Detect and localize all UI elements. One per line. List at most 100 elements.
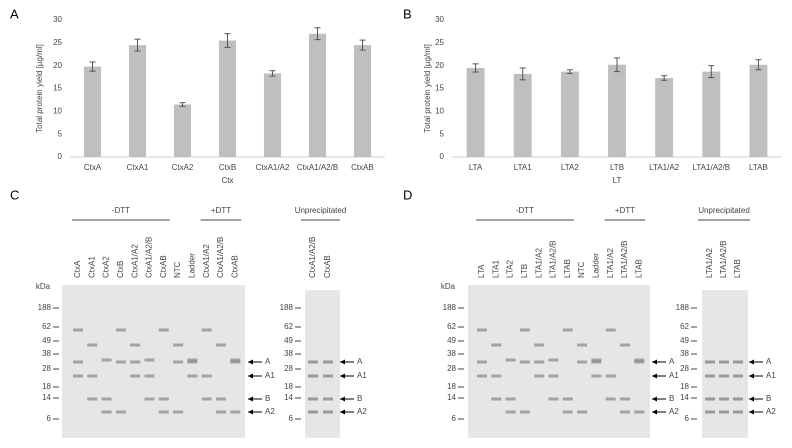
gel-band — [187, 374, 198, 378]
lane-label: CtxA1/A2 — [130, 244, 139, 278]
gel-band — [577, 410, 588, 414]
gel-band — [519, 328, 530, 332]
y-tick-label: 0 — [58, 152, 63, 161]
x-tick-label: LTA1 — [514, 163, 532, 172]
group-label: Unprecipitated — [698, 206, 750, 215]
marker-label: 38 — [42, 349, 51, 358]
band-arrowhead — [248, 409, 253, 415]
gel-band — [591, 358, 602, 362]
gel-band — [115, 360, 126, 364]
marker-label: 188 — [676, 303, 690, 312]
lane-label: NTC — [577, 261, 586, 278]
x-tick-label: CtxA1/A2/B — [297, 163, 338, 172]
gel-band — [230, 360, 241, 364]
bar — [308, 33, 327, 158]
band-label: B — [357, 394, 362, 403]
lane-label: CtxB — [116, 261, 125, 278]
gel-band — [144, 397, 155, 401]
gel-band — [705, 410, 715, 414]
lane-label: CtxA — [73, 260, 82, 278]
y-tick-label: 5 — [58, 129, 63, 138]
error-bar — [661, 75, 668, 81]
gel-band — [101, 397, 112, 401]
gel-band — [562, 410, 573, 414]
lane-label: CtxA1/A2/B — [308, 237, 317, 278]
group-label: +DTT — [615, 206, 635, 215]
y-tick-label: 20 — [53, 61, 62, 70]
bar — [749, 64, 768, 157]
group-label: Unprecipitated — [295, 206, 347, 215]
gel-band — [308, 374, 318, 378]
marker-label: 49 — [42, 336, 51, 345]
lane-label: Ladder — [592, 253, 601, 278]
gel-band — [605, 374, 616, 378]
band-label: A — [265, 357, 271, 366]
gel-band — [577, 343, 588, 347]
lane-label: LTA1 — [491, 260, 500, 278]
gel-band — [144, 358, 155, 362]
lane-label: CtxA2 — [102, 256, 111, 278]
gel-band — [548, 374, 559, 378]
x-tick-label: LTA2 — [561, 163, 579, 172]
y-tick-label: 25 — [435, 38, 444, 47]
y-tick-label: 15 — [435, 84, 444, 93]
gel-band — [73, 328, 83, 332]
band-label: A — [766, 357, 772, 366]
marker-label: 62 — [447, 322, 456, 331]
gel-band — [73, 374, 83, 378]
gel-band — [491, 397, 502, 401]
y-tick-label: 20 — [435, 61, 444, 70]
band-arrowhead — [749, 409, 754, 415]
x-tick-label: LTB — [610, 163, 624, 172]
gel-band — [719, 410, 729, 414]
kda-label: kDa — [36, 282, 51, 291]
gel-band — [733, 374, 743, 378]
gel-band — [534, 360, 545, 364]
y-axis-label: Total protein yield [µg/ml] — [35, 44, 44, 133]
bar — [83, 66, 102, 157]
marker-label: 49 — [447, 336, 456, 345]
x-axis-label: Ctx — [222, 176, 234, 185]
gel-band — [115, 410, 126, 414]
marker-label: 188 — [443, 303, 457, 312]
marker-label: 62 — [42, 322, 51, 331]
band-arrowhead — [248, 373, 253, 379]
band-label: A2 — [766, 407, 776, 416]
lane-label: LTA1/A2 — [606, 248, 615, 278]
gel-band — [733, 397, 743, 401]
gel-band — [230, 358, 241, 362]
gel-band — [230, 410, 241, 414]
band-label: A2 — [265, 407, 275, 416]
gel-band — [505, 397, 516, 401]
band-label: A1 — [265, 371, 275, 380]
band-arrowhead — [652, 396, 657, 402]
gel-band — [73, 360, 83, 364]
marker-label: 62 — [284, 322, 293, 331]
gel-band — [201, 397, 212, 401]
gel-band — [591, 374, 602, 378]
error-bar — [179, 102, 186, 107]
lane-label: LTA2 — [506, 260, 515, 278]
gel-band — [144, 374, 155, 378]
gel-image — [305, 290, 340, 438]
gel-band — [705, 360, 715, 364]
gel-image — [468, 285, 650, 438]
gel-band — [719, 397, 729, 401]
gel-band — [130, 360, 141, 364]
gel-band — [719, 374, 729, 378]
y-axis-label: Total protein yield [µg/ml] — [423, 44, 432, 133]
gel-band — [519, 360, 530, 364]
marker-label: 6 — [289, 414, 294, 423]
x-tick-label: LTA1/A2/B — [693, 163, 731, 172]
bar — [353, 45, 372, 157]
gel-image — [702, 290, 748, 438]
bar — [702, 71, 721, 157]
error-bar — [472, 63, 479, 73]
band-label: A1 — [766, 371, 776, 380]
kda-label: kDa — [441, 282, 456, 291]
gel-band — [323, 374, 333, 378]
gel-band — [491, 374, 502, 378]
x-tick-label: LTA — [469, 163, 483, 172]
marker-label: 62 — [680, 322, 689, 331]
marker-label: 14 — [447, 393, 456, 402]
